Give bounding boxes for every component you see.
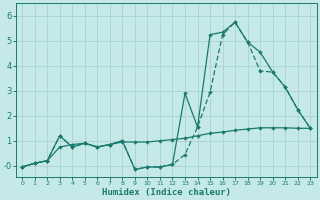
X-axis label: Humidex (Indice chaleur): Humidex (Indice chaleur) (102, 188, 231, 197)
